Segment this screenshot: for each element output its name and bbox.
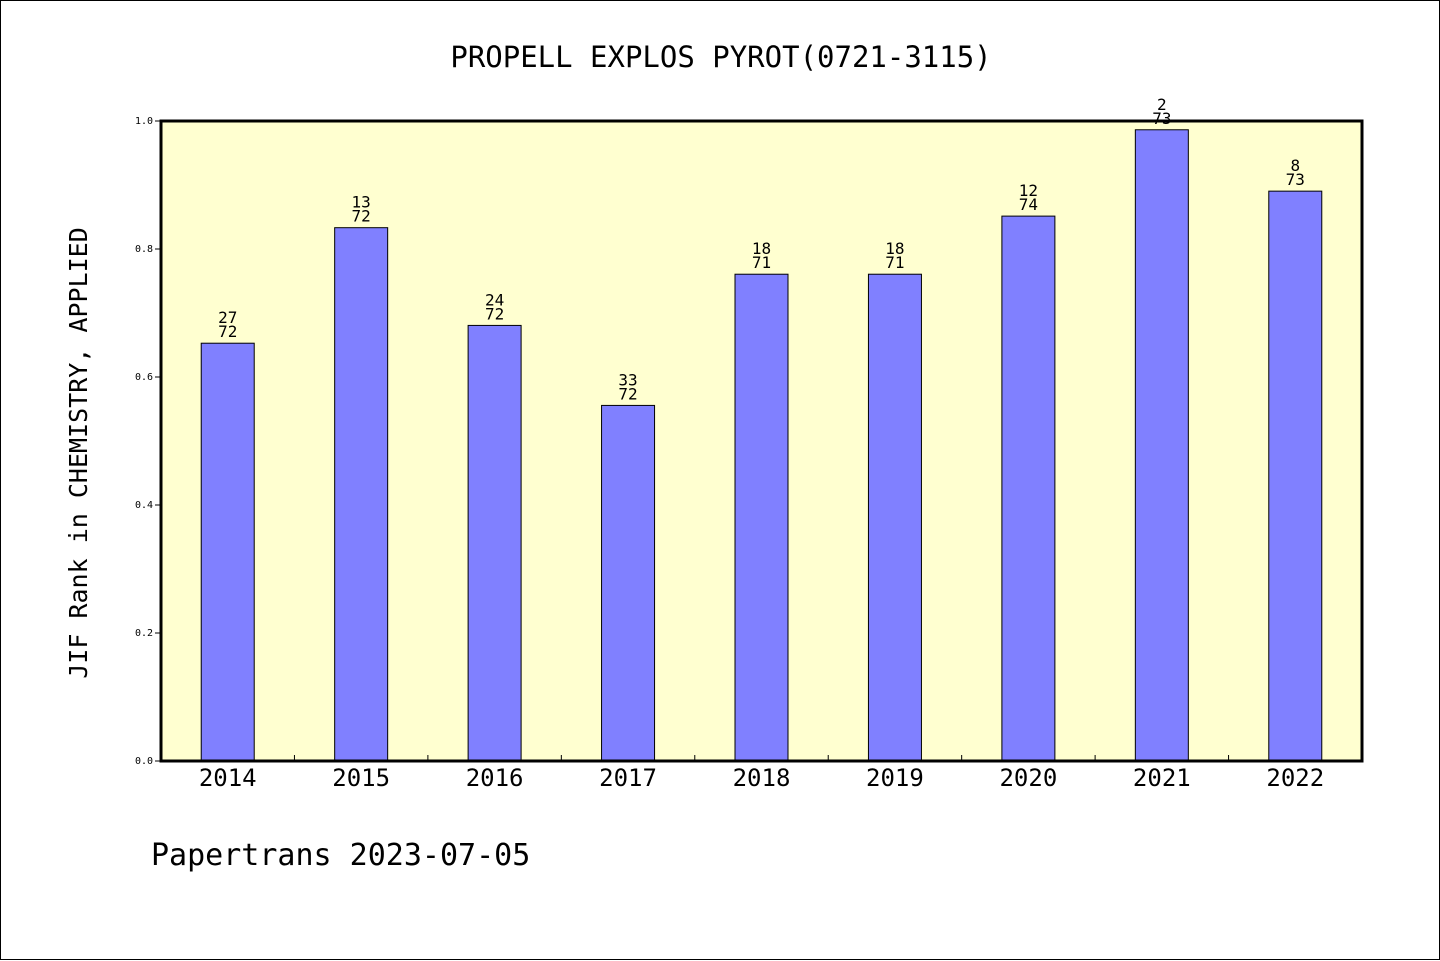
y-axis-title: JIF Rank in CHEMISTRY, APPLIED [64, 227, 93, 679]
bar-2019 [867, 273, 922, 762]
bar-2018 [734, 273, 789, 762]
data-label-rank-2018: 18 [752, 239, 771, 258]
data-label-rank-2017: 33 [618, 370, 637, 389]
data-label-total-2020: 74 [1019, 195, 1038, 214]
data-label-total-2019: 71 [885, 253, 904, 272]
y-tick-label: 0.0 [135, 756, 153, 767]
data-label-total-2022: 73 [1286, 170, 1305, 189]
bar-2020 [1001, 215, 1056, 762]
x-tick-label-2022: 2022 [1266, 764, 1324, 792]
y-tick-label: 0.6 [135, 372, 153, 383]
data-label-total-2017: 72 [618, 384, 637, 403]
data-label-total-2016: 72 [485, 304, 504, 323]
bar-2016 [467, 324, 522, 762]
x-tick-label-2021: 2021 [1133, 764, 1191, 792]
data-label-total-2021: 73 [1152, 109, 1171, 128]
data-label-rank-2016: 24 [485, 290, 504, 309]
bar-2021 [1134, 129, 1189, 762]
y-axis: 0.0 0.2 0.4 0.6 0.8 1.0 [135, 116, 161, 767]
x-tick-label-2015: 2015 [332, 764, 390, 792]
x-axis: 2014 2015 2016 2017 2018 2019 2020 2021 2022 [199, 755, 1324, 792]
data-label-rank-2020: 12 [1019, 181, 1038, 200]
data-label-rank-2019: 18 [885, 239, 904, 258]
x-tick-label-2016: 2016 [466, 764, 524, 792]
x-tick-label-2014: 2014 [199, 764, 257, 792]
data-label-total-2015: 72 [352, 207, 371, 226]
y-tick-label: 0.8 [135, 244, 153, 255]
data-label-rank-2021: 2 [1157, 95, 1167, 114]
data-label-total-2018: 71 [752, 253, 771, 272]
bar-2014 [200, 342, 255, 762]
data-label-rank-2015: 13 [352, 193, 371, 212]
y-tick-label: 0.4 [135, 500, 153, 511]
x-tick-label-2019: 2019 [866, 764, 924, 792]
bar-2017 [601, 404, 656, 762]
plot-frame [159, 119, 1364, 763]
chart-title: PROPELL EXPLOS PYROT(0721-3115) [450, 40, 991, 74]
data-label-rank-2022: 8 [1290, 156, 1300, 175]
x-tick-label-2018: 2018 [733, 764, 791, 792]
y-tick-label: 0.2 [135, 628, 153, 639]
y-tick-label: 1.0 [135, 116, 153, 127]
bar-2022 [1268, 190, 1323, 762]
data-label-total-2014: 72 [218, 322, 237, 341]
x-tick-label-2017: 2017 [599, 764, 657, 792]
bar-2015 [334, 227, 389, 762]
bars-layer [200, 129, 1323, 762]
x-tick-label-2020: 2020 [999, 764, 1057, 792]
data-label-rank-2014: 27 [218, 308, 237, 327]
footer-text: Papertrans 2023-07-05 [151, 838, 530, 873]
